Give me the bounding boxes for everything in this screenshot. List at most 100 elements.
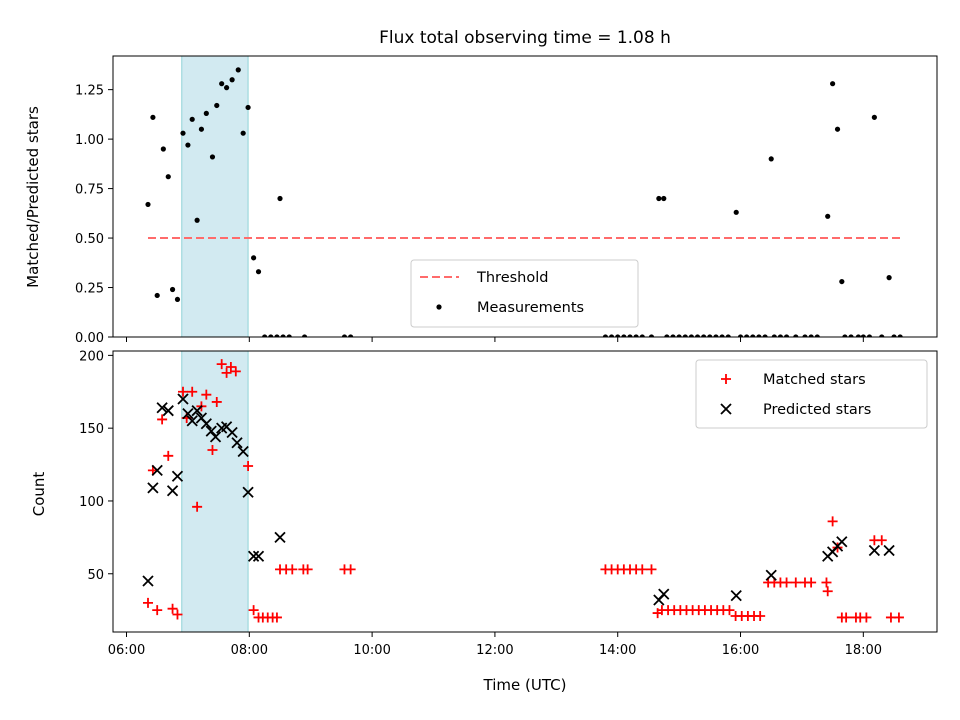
bottom-x-tick-label: 08:00 <box>231 643 268 658</box>
measurement-point <box>341 334 348 337</box>
measurement-point <box>229 77 235 83</box>
measurement-point <box>223 85 230 91</box>
predicted-stars-point <box>237 445 249 458</box>
matched-stars-point <box>302 564 313 575</box>
legend-predicted-label: Predicted stars <box>763 402 871 418</box>
matched-stars-point <box>216 359 227 370</box>
predicted-stars-point <box>730 589 742 602</box>
bottom-x-tick-label: 10:00 <box>353 643 390 658</box>
measurement-point <box>240 130 246 136</box>
measurement-point <box>280 334 286 337</box>
measurement-point <box>251 255 257 261</box>
matched-stars-point <box>271 612 282 623</box>
matched-stars-point <box>192 501 203 512</box>
top-legend: Threshold Measurements <box>410 259 639 328</box>
measurement-point <box>633 334 639 337</box>
bottom-series-0 <box>142 359 904 623</box>
legend-measurements-label: Measurements <box>477 300 584 316</box>
matched-stars-point <box>345 564 356 575</box>
measurement-point <box>656 195 662 202</box>
measurement-point <box>808 334 814 337</box>
predicted-stars-point <box>247 550 260 562</box>
matched-stars-point <box>876 535 887 546</box>
bottom-x-tick-label: 06:00 <box>108 643 145 658</box>
matched-stars-point <box>646 564 657 575</box>
bottom-legend-box <box>695 359 928 429</box>
measurement-point <box>897 334 903 337</box>
measurement-point <box>150 114 156 120</box>
matched-stars-point <box>822 586 833 597</box>
predicted-stars-point <box>156 402 168 414</box>
measurement-point <box>676 334 682 337</box>
measurement-point <box>750 334 756 337</box>
predicted-stars-point <box>182 407 194 420</box>
measurement-point <box>268 334 274 337</box>
measurement-point <box>621 334 627 337</box>
bottom-x-tick-label: 14:00 <box>599 643 636 658</box>
matched-stars-point <box>207 445 218 456</box>
measurement-point <box>848 334 854 337</box>
top-legend-box <box>410 259 639 328</box>
predicted-stars-point <box>836 536 848 548</box>
top-y-tick-label: 1.00 <box>75 133 104 148</box>
matched-stars-point <box>637 564 648 575</box>
matched-stars-point <box>806 577 817 588</box>
top-y-axis-label: Matched/Predicted stars <box>24 106 42 288</box>
measurement-point <box>860 334 866 337</box>
bottom-x-tick-label: 18:00 <box>845 643 882 658</box>
predicted-stars-point <box>177 393 189 405</box>
measurement-point <box>802 334 808 337</box>
measurement-point <box>194 217 200 223</box>
measurement-point <box>842 334 848 337</box>
measurement-point <box>891 334 897 337</box>
matched-stars-point <box>230 366 241 377</box>
bottom-y-tick-label: 100 <box>79 495 104 510</box>
measurement-point <box>235 67 241 73</box>
predicted-stars-point <box>242 486 254 498</box>
measurement-point <box>154 292 160 299</box>
measurement-point <box>830 81 836 87</box>
measurement-point <box>174 296 181 303</box>
measurement-point <box>839 278 845 285</box>
measurement-point <box>274 334 280 337</box>
measurement-point <box>777 334 784 337</box>
predicted-stars-point <box>252 550 265 562</box>
top-y-tick-label: 0.75 <box>75 183 104 198</box>
bottom-x-tick-label: 16:00 <box>722 643 759 658</box>
measurement-point <box>145 201 151 208</box>
x-axis-label: Time (UTC) <box>483 676 567 694</box>
top-y-tick-label: 0.00 <box>75 331 104 346</box>
measurement-point <box>661 195 667 202</box>
bottom-x-tick-label: 12:00 <box>476 643 513 658</box>
measurement-point <box>169 286 176 293</box>
matched-stars-point <box>790 577 801 588</box>
measurement-point <box>762 334 768 337</box>
measurement-point <box>348 334 354 337</box>
top-y-tick-label: 0.50 <box>75 232 104 247</box>
measurement-point <box>825 213 831 219</box>
predicted-stars-point <box>200 418 212 430</box>
predicted-stars-point <box>205 425 217 437</box>
legend-threshold-label: Threshold <box>476 270 548 286</box>
measurement-point <box>783 334 790 337</box>
measurement-point <box>733 209 739 215</box>
measurement-point <box>262 334 268 337</box>
measurement-point <box>301 334 308 337</box>
matched-stars-point <box>177 386 188 397</box>
matched-stars-point <box>142 597 153 608</box>
measurement-point <box>203 110 209 116</box>
matched-stars-point <box>724 605 735 616</box>
bottom-y-axis-label: Count <box>30 472 48 517</box>
matched-stars-point <box>841 612 852 623</box>
legend-measurements-swatch <box>436 304 442 310</box>
measurement-point <box>189 116 195 122</box>
measurement-point <box>744 334 750 337</box>
measurement-point <box>180 130 186 136</box>
matched-stars-point <box>781 577 792 588</box>
predicted-stars-point <box>171 470 184 482</box>
measurement-point <box>725 334 731 337</box>
predicted-stars-point <box>274 531 286 543</box>
measurement-point <box>866 334 873 337</box>
measurement-point <box>245 104 251 111</box>
measurement-point <box>664 334 670 337</box>
